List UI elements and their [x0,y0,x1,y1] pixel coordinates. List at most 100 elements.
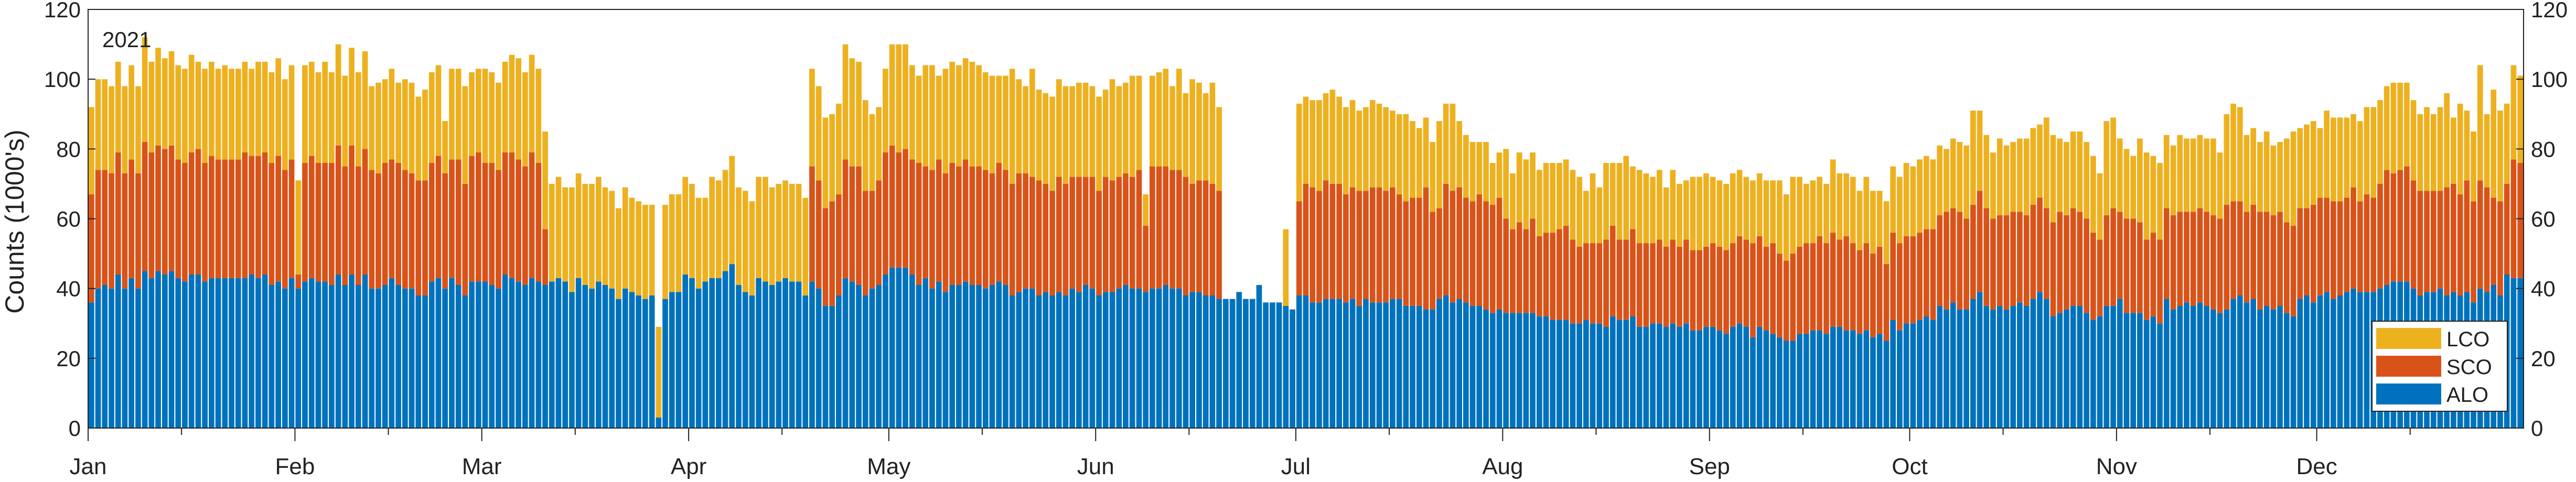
legend: LCO SCO ALO [2371,321,2508,412]
bar-lco-jan-9 [142,37,148,143]
y-tick-label-left: 60 [56,207,81,232]
bar-sco-aug-4 [1523,229,1529,313]
bar-lco-aug-20 [1630,166,1636,229]
bar-alo-mar-12 [555,278,562,428]
bar-alo-jun-25 [1256,285,1262,428]
bar-lco-nov-6 [2150,156,2156,233]
bar-lco-oct-2 [1917,159,1923,233]
bar-alo-jan-21 [222,278,228,428]
bar-sco-jul-19 [1416,198,1422,306]
bar-alo-feb-16 [395,285,401,428]
bar-sco-may-19 [1009,183,1015,295]
bar-alo-jun-29 [1283,306,1289,428]
bar-alo-apr-10 [749,295,755,428]
bar-lco-apr-10 [749,201,755,295]
bar-lco-mar-16 [582,183,588,285]
bar-lco-aug-19 [1623,156,1629,240]
bar-lco-may-15 [982,72,989,170]
bar-sco-may-31 [1089,177,1096,289]
bar-lco-sep-2 [1716,180,1723,247]
bars-group [89,37,2523,429]
bar-lco-may-10 [949,61,955,163]
bar-alo-jun-16 [1196,292,1202,428]
bar-alo-dec-2 [2324,292,2330,428]
x-tick-label-may: May [867,454,910,479]
bar-lco-apr-29 [876,107,882,181]
bar-alo-mar-21 [616,299,621,428]
bar-lco-may-11 [956,65,962,167]
bar-alo-apr-24 [842,278,849,428]
bar-sco-aug-6 [1537,236,1542,316]
bar-lco-mar-10 [542,132,548,229]
bar-sco-jun-5 [1123,173,1129,285]
bar-lco-jan-28 [269,72,275,163]
bar-lco-jul-19 [1416,128,1422,198]
bar-lco-nov-25 [2277,142,2283,212]
bar-alo-feb-15 [389,278,395,428]
bar-alo-apr-6 [722,271,728,428]
bar-sco-nov-19 [2237,201,2243,295]
bar-sco-apr-30 [883,152,888,275]
x-tick-label-dec: Dec [2296,454,2337,479]
bar-lco-mar-3 [496,82,501,170]
bar-alo-jul-19 [1416,306,1422,428]
bar-lco-aug-18 [1616,163,1623,240]
bar-alo-jan-14 [175,278,181,428]
bar-alo-sep-20 [1837,326,1843,428]
bar-alo-aug-26 [1670,323,1676,429]
bar-lco-jan-18 [202,69,208,163]
bar-lco-may-31 [1089,86,1096,177]
bar-sco-dec-31 [2517,163,2523,278]
bar-lco-mar-12 [555,177,562,278]
bar-alo-sep-2 [1716,330,1723,428]
bar-sco-may-12 [962,159,969,282]
bar-sco-jul-9 [1349,187,1356,299]
bar-lco-dec-25 [2477,65,2483,181]
bar-lco-dec-8 [2364,107,2370,194]
bar-alo-oct-1 [1910,323,1916,429]
bar-sco-oct-30 [2103,215,2110,306]
bar-lco-sep-12 [1783,194,1789,261]
bar-lco-apr-19 [809,69,815,167]
bar-sco-may-22 [1029,177,1035,289]
bar-sco-dec-11 [2384,170,2390,285]
bar-sco-nov-25 [2277,212,2283,306]
bar-lco-dec-18 [2430,114,2437,191]
bar-alo-oct-19 [2030,299,2036,428]
bar-lco-jul-3 [1310,100,1316,188]
bar-sco-feb-17 [402,170,408,289]
bar-alo-mar-20 [609,288,615,428]
bar-alo-oct-5 [1937,306,1943,428]
bar-lco-jul-9 [1349,100,1356,188]
bar-alo-jan-2 [95,288,101,428]
bar-lco-feb-16 [395,82,401,163]
bar-sco-nov-15 [2210,215,2216,310]
bar-sco-dec-17 [2424,191,2430,292]
bar-alo-aug-10 [1563,320,1569,428]
bar-alo-jul-13 [1376,302,1382,428]
bar-sco-oct-12 [1983,208,1990,306]
bar-lco-may-4 [909,65,915,160]
bar-sco-apr-24 [842,159,849,278]
bar-sco-nov-16 [2217,218,2223,313]
bar-lco-aug-30 [1697,177,1702,250]
bar-alo-jan-15 [182,281,188,428]
bar-lco-apr-21 [822,117,829,209]
bar-alo-dec-3 [2331,299,2336,428]
bar-alo-apr-19 [809,281,815,428]
bar-sco-sep-13 [1790,254,1796,341]
bar-sco-sep-20 [1837,239,1843,327]
bar-lco-sep-26 [1876,191,1883,247]
bar-lco-sep-21 [1843,173,1849,236]
bar-alo-sep-1 [1710,326,1716,428]
bar-sco-may-6 [922,166,929,278]
bar-sco-jun-7 [1136,170,1142,289]
bar-sco-jun-15 [1189,183,1195,292]
bar-lco-mar-23 [629,198,635,292]
bar-lco-nov-28 [2297,128,2303,209]
bar-lco-sep-28 [1890,166,1896,233]
legend-swatch-sco [2376,356,2441,377]
bar-lco-mar-24 [636,201,641,295]
bar-sco-sep-11 [1777,254,1783,337]
bar-lco-dec-2 [2324,111,2330,198]
